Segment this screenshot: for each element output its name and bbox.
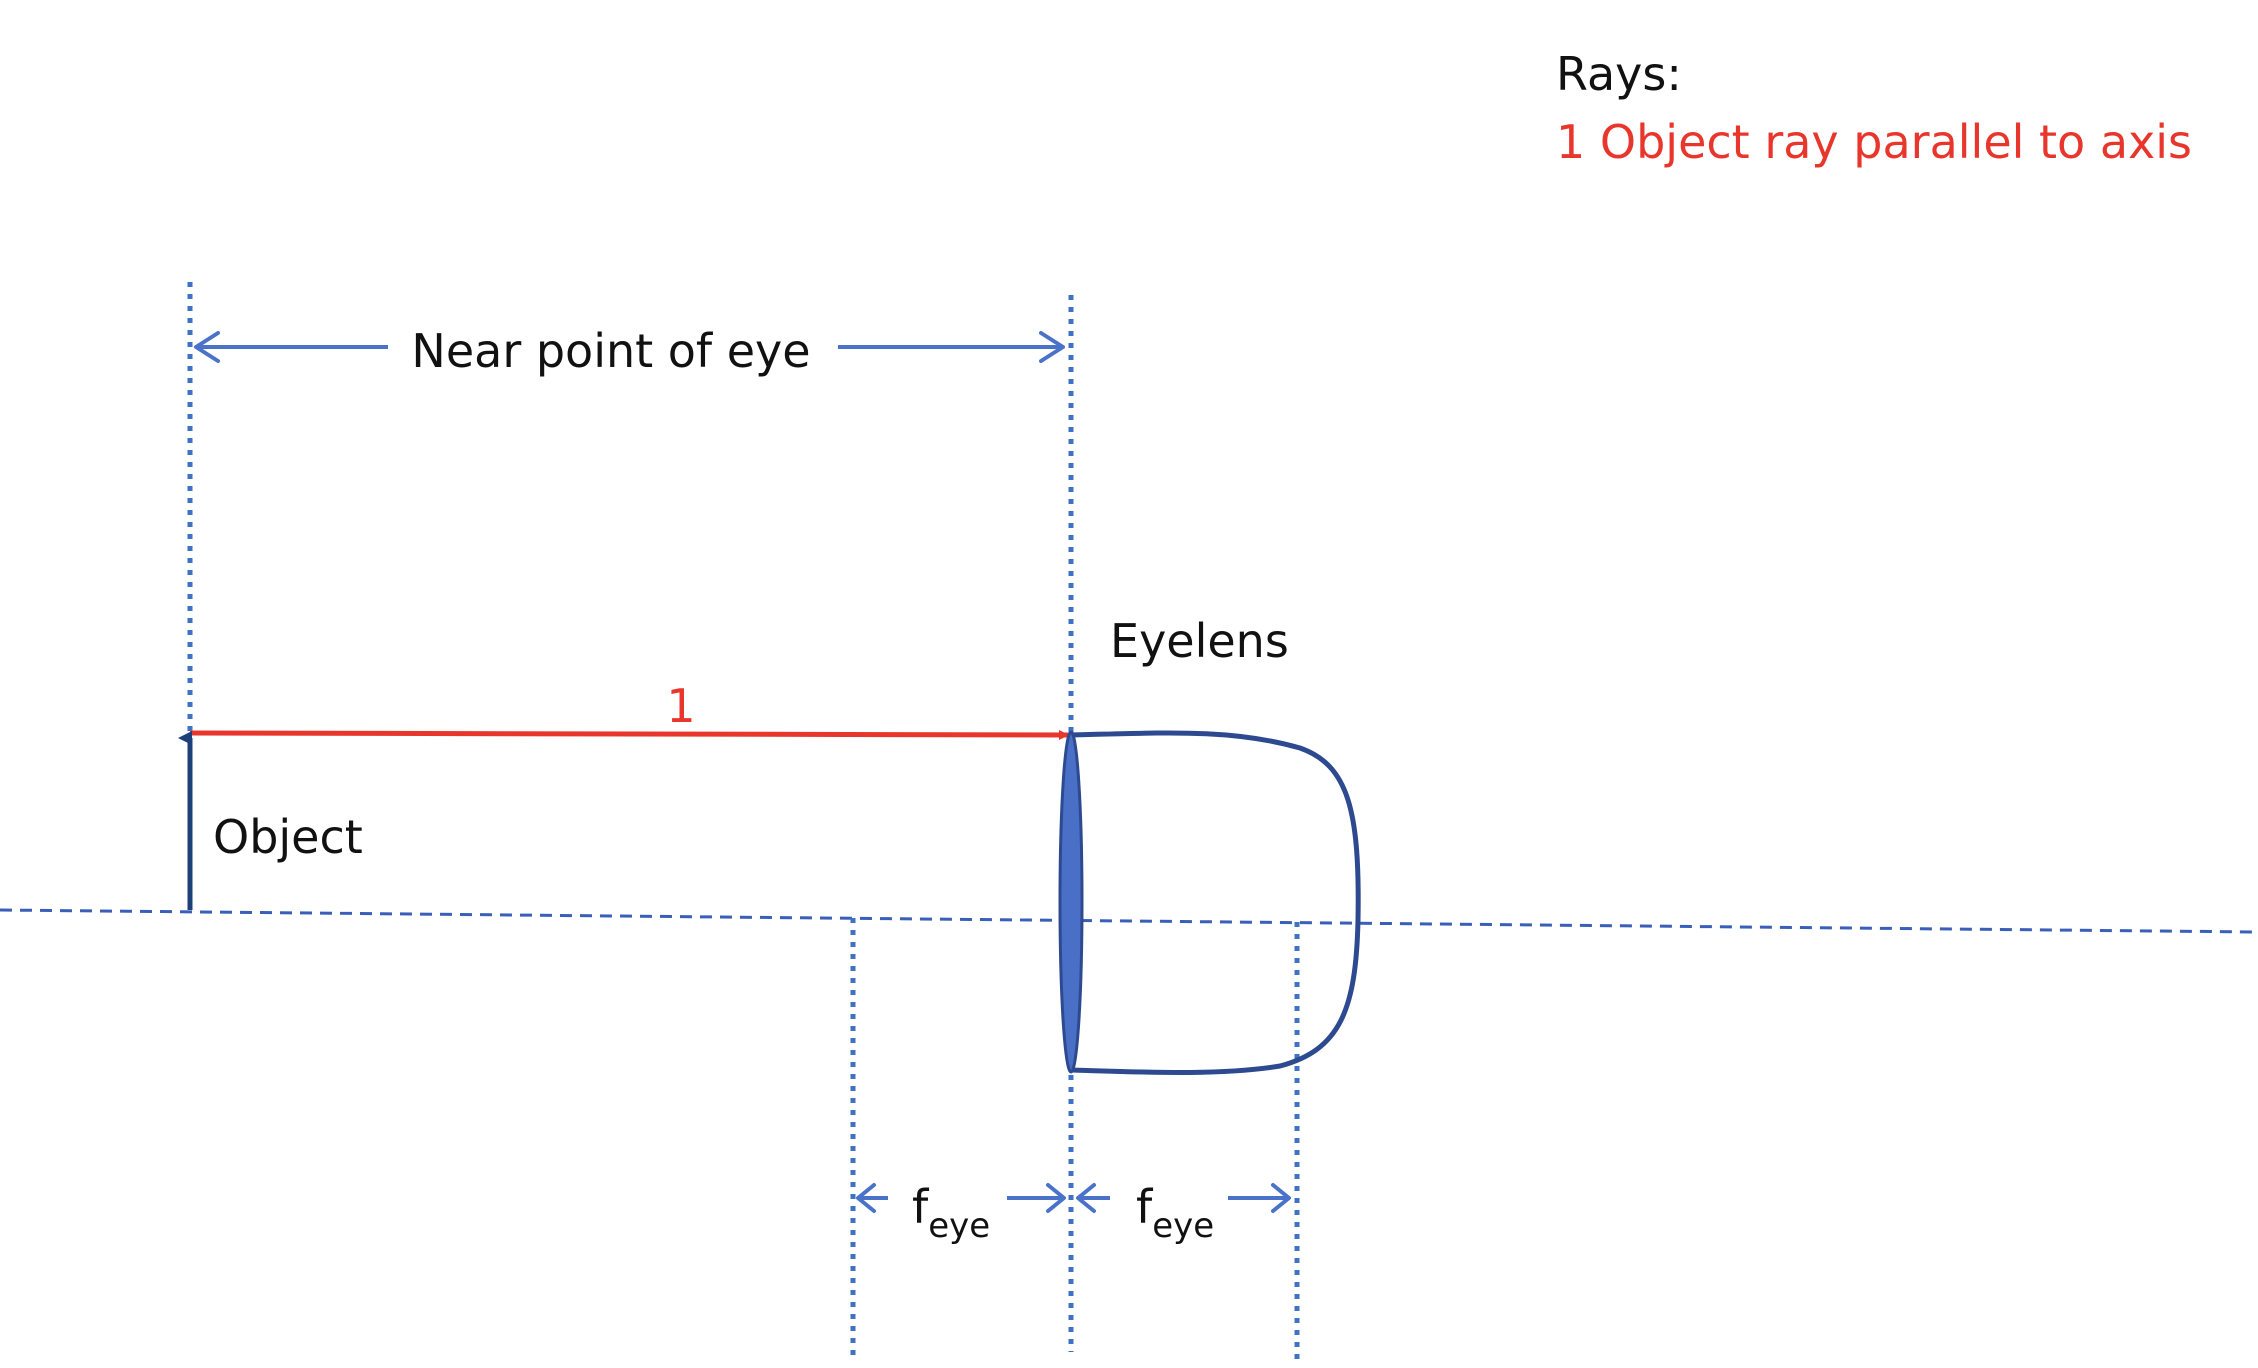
back-focal-dimension: feye [1076, 1180, 1291, 1246]
ray-1 [189, 729, 1069, 740]
front-focal-label: feye [912, 1180, 990, 1246]
back-focal-main: f [1136, 1180, 1154, 1234]
back-focal-subscript: eye [1152, 1206, 1214, 1246]
eye-lens [1058, 730, 1084, 1074]
legend-item-object-ray: 1 Object ray parallel to axis [1556, 115, 2192, 169]
back-focal-left-arrowhead [1076, 1183, 1096, 1213]
front-focal-left-arrowhead [856, 1183, 876, 1213]
eye-outline [1070, 730, 1361, 1075]
legend-heading: Rays: [1556, 47, 1682, 101]
front-focal-right-arrowhead [1046, 1183, 1066, 1213]
near-point-right-arrowhead [1039, 331, 1065, 363]
near-point-dimension: Near point of eye [194, 324, 1065, 378]
near-point-label: Near point of eye [411, 324, 810, 378]
near-point-left-arrowhead [194, 331, 220, 363]
back-focal-label: feye [1136, 1180, 1214, 1246]
front-focal-dimension: feye [856, 1180, 1066, 1246]
object-label: Object [213, 810, 363, 864]
eyelens-label: Eyelens [1110, 614, 1289, 668]
front-focal-subscript: eye [928, 1206, 990, 1246]
back-focal-right-arrowhead [1271, 1183, 1291, 1213]
ray-1-label: 1 [666, 679, 695, 733]
front-focal-main: f [912, 1180, 930, 1234]
optical-axis [0, 908, 2258, 934]
